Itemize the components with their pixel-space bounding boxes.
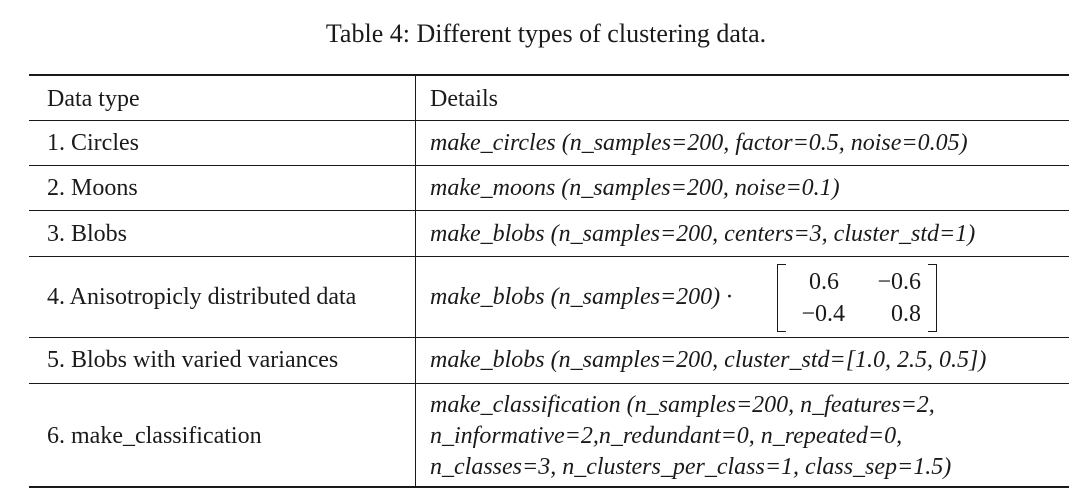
row-details: make_blobs (n_samples=200, centers=3, cl… [430, 221, 976, 247]
row-details-line: n_informative=2,n_redundant=0, n_repeate… [430, 423, 903, 449]
matrix-cell: −0.6 [877, 269, 921, 295]
row-type: 3. Blobs [47, 221, 128, 247]
matrix-cell: 0.8 [891, 301, 921, 327]
row-type: 4. Anisotropicly distributed data [47, 284, 357, 310]
column-separator [415, 75, 416, 486]
row-details: make_blobs (n_samples=200) · [430, 284, 733, 310]
table-caption: Table 4: Different types of clustering d… [325, 19, 767, 48]
header-data-type: Data type [47, 86, 140, 112]
row-divider [29, 383, 1069, 384]
matrix-cell: 0.6 [809, 269, 839, 295]
row-divider [29, 337, 1069, 338]
row-details-line: make_classification (n_samples=200, n_fe… [430, 392, 935, 418]
transformation-matrix: 0.6 −0.6 −0.4 0.8 [777, 264, 937, 332]
bottom-rule [29, 486, 1069, 488]
row-divider [29, 210, 1069, 211]
left-bracket [777, 264, 786, 332]
row-details: make_blobs (n_samples=200, cluster_std=[… [430, 347, 987, 373]
matrix-cell: −0.4 [801, 301, 845, 327]
row-details-line: n_classes=3, n_clusters_per_class=1, cla… [430, 454, 952, 480]
header-rule [29, 120, 1069, 121]
top-rule [29, 74, 1069, 76]
right-bracket [928, 264, 937, 332]
row-divider [29, 165, 1069, 166]
row-details: make_circles (n_samples=200, factor=0.5,… [430, 130, 968, 156]
row-type: 5. Blobs with varied variances [47, 347, 339, 373]
row-type: 1. Circles [47, 130, 139, 156]
header-details: Details [430, 86, 498, 112]
row-divider [29, 256, 1069, 257]
row-type: 6. make_classification [47, 423, 262, 449]
row-details: make_moons (n_samples=200, noise=0.1) [430, 175, 840, 201]
row-type: 2. Moons [47, 175, 138, 201]
